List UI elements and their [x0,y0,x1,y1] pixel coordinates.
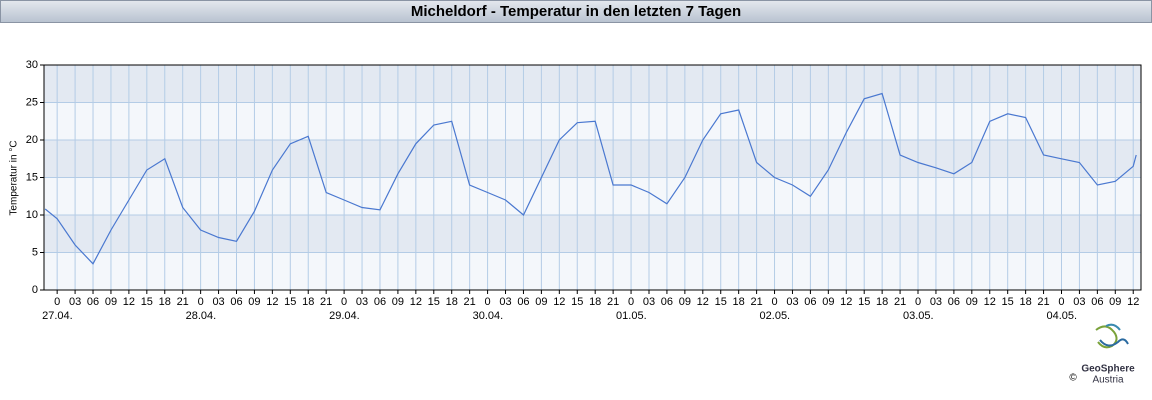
x-tick-label: 0 [54,296,60,308]
x-tick-label: 03 [786,296,798,308]
x-tick-label: 18 [733,296,745,308]
x-tick-label: 12 [1127,296,1139,308]
date-label: 04.05. [1046,310,1077,322]
x-tick-label: 18 [446,296,458,308]
x-tick-label: 15 [428,296,440,308]
x-tick-label: 15 [715,296,727,308]
x-tick-label: 03 [356,296,368,308]
x-tick-label: 03 [1073,296,1085,308]
logo: GeoSphere Austria © [1069,323,1135,386]
x-tick-label: 03 [930,296,942,308]
x-tick-label: 09 [248,296,260,308]
x-tick-label: 18 [302,296,314,308]
x-tick-label: 21 [177,296,189,308]
brand-sub: Austria [1092,375,1124,386]
date-label: 29.04. [329,310,360,322]
chart-title: Micheldorf - Temperatur in den letzten 7… [411,3,741,20]
x-tick-label: 21 [750,296,762,308]
y-tick-label: 30 [26,59,38,71]
x-tick-label: 0 [771,296,777,308]
x-tick-label: 0 [198,296,204,308]
x-tick-label: 0 [341,296,347,308]
date-label: 02.05. [760,310,791,322]
x-tick-label: 06 [804,296,816,308]
x-tick-label: 06 [374,296,386,308]
date-label: 27.04. [42,310,73,322]
x-tick-label: 21 [607,296,619,308]
x-tick-label: 03 [69,296,81,308]
x-tick-label: 21 [894,296,906,308]
x-tick-label: 06 [661,296,673,308]
x-tick-label: 12 [697,296,709,308]
date-label: 03.05. [903,310,934,322]
y-axis-label: Temperatur in °C [9,140,20,215]
grid-band [44,140,1141,178]
x-tick-label: 18 [1019,296,1031,308]
x-tick-label: 21 [464,296,476,308]
x-tick-label: 03 [499,296,511,308]
x-tick-label: 18 [876,296,888,308]
x-tick-label: 09 [679,296,691,308]
x-tick-label: 12 [553,296,565,308]
x-tick-label: 12 [266,296,278,308]
x-tick-label: 21 [1037,296,1049,308]
brand-name: GeoSphere [1081,364,1135,375]
y-tick-label: 15 [26,171,38,183]
grid-band [44,215,1141,253]
date-label: 30.04. [473,310,504,322]
x-tick-label: 09 [105,296,117,308]
x-tick-label: 15 [284,296,296,308]
x-tick-label: 12 [123,296,135,308]
x-tick-label: 0 [485,296,491,308]
y-tick-label: 5 [32,246,38,258]
x-tick-label: 0 [915,296,921,308]
x-tick-label: 12 [410,296,422,308]
grid-band [44,65,1141,103]
x-tick-label: 0 [628,296,634,308]
x-tick-label: 0 [1058,296,1064,308]
y-tick-label: 25 [26,96,38,108]
y-tick-label: 20 [26,134,38,146]
date-label: 01.05. [616,310,647,322]
x-tick-label: 15 [858,296,870,308]
x-tick-label: 09 [392,296,404,308]
x-tick-label: 06 [87,296,99,308]
x-tick-label: 15 [141,296,153,308]
x-tick-label: 15 [1002,296,1014,308]
plot-area: 0 5 10 15 20 25 30 0 03 06 09 12 15 18 21 0 03 06 09 12 15 18… [26,59,1142,322]
x-tick-label: 06 [230,296,242,308]
y-tick-label: 10 [26,209,38,221]
x-tick-label: 09 [822,296,834,308]
x-tick-label: 12 [984,296,996,308]
x-tick-label: 21 [320,296,332,308]
x-tick-label: 03 [212,296,224,308]
x-tick-label: 03 [643,296,655,308]
x-tick-label: 18 [589,296,601,308]
y-tick-label: 0 [32,284,38,296]
copyright: © [1069,373,1077,384]
x-tick-label: 06 [948,296,960,308]
x-tick-label: 12 [840,296,852,308]
plot-border [43,64,1142,291]
x-tick-label: 09 [1109,296,1121,308]
x-tick-label: 06 [517,296,529,308]
x-tick-label: 09 [966,296,978,308]
x-tick-label: 09 [535,296,547,308]
x-tick-label: 18 [159,296,171,308]
x-tick-label: 15 [571,296,583,308]
date-label: 28.04. [186,310,217,322]
x-tick-label: 06 [1091,296,1103,308]
temperature-line [44,92,1137,265]
